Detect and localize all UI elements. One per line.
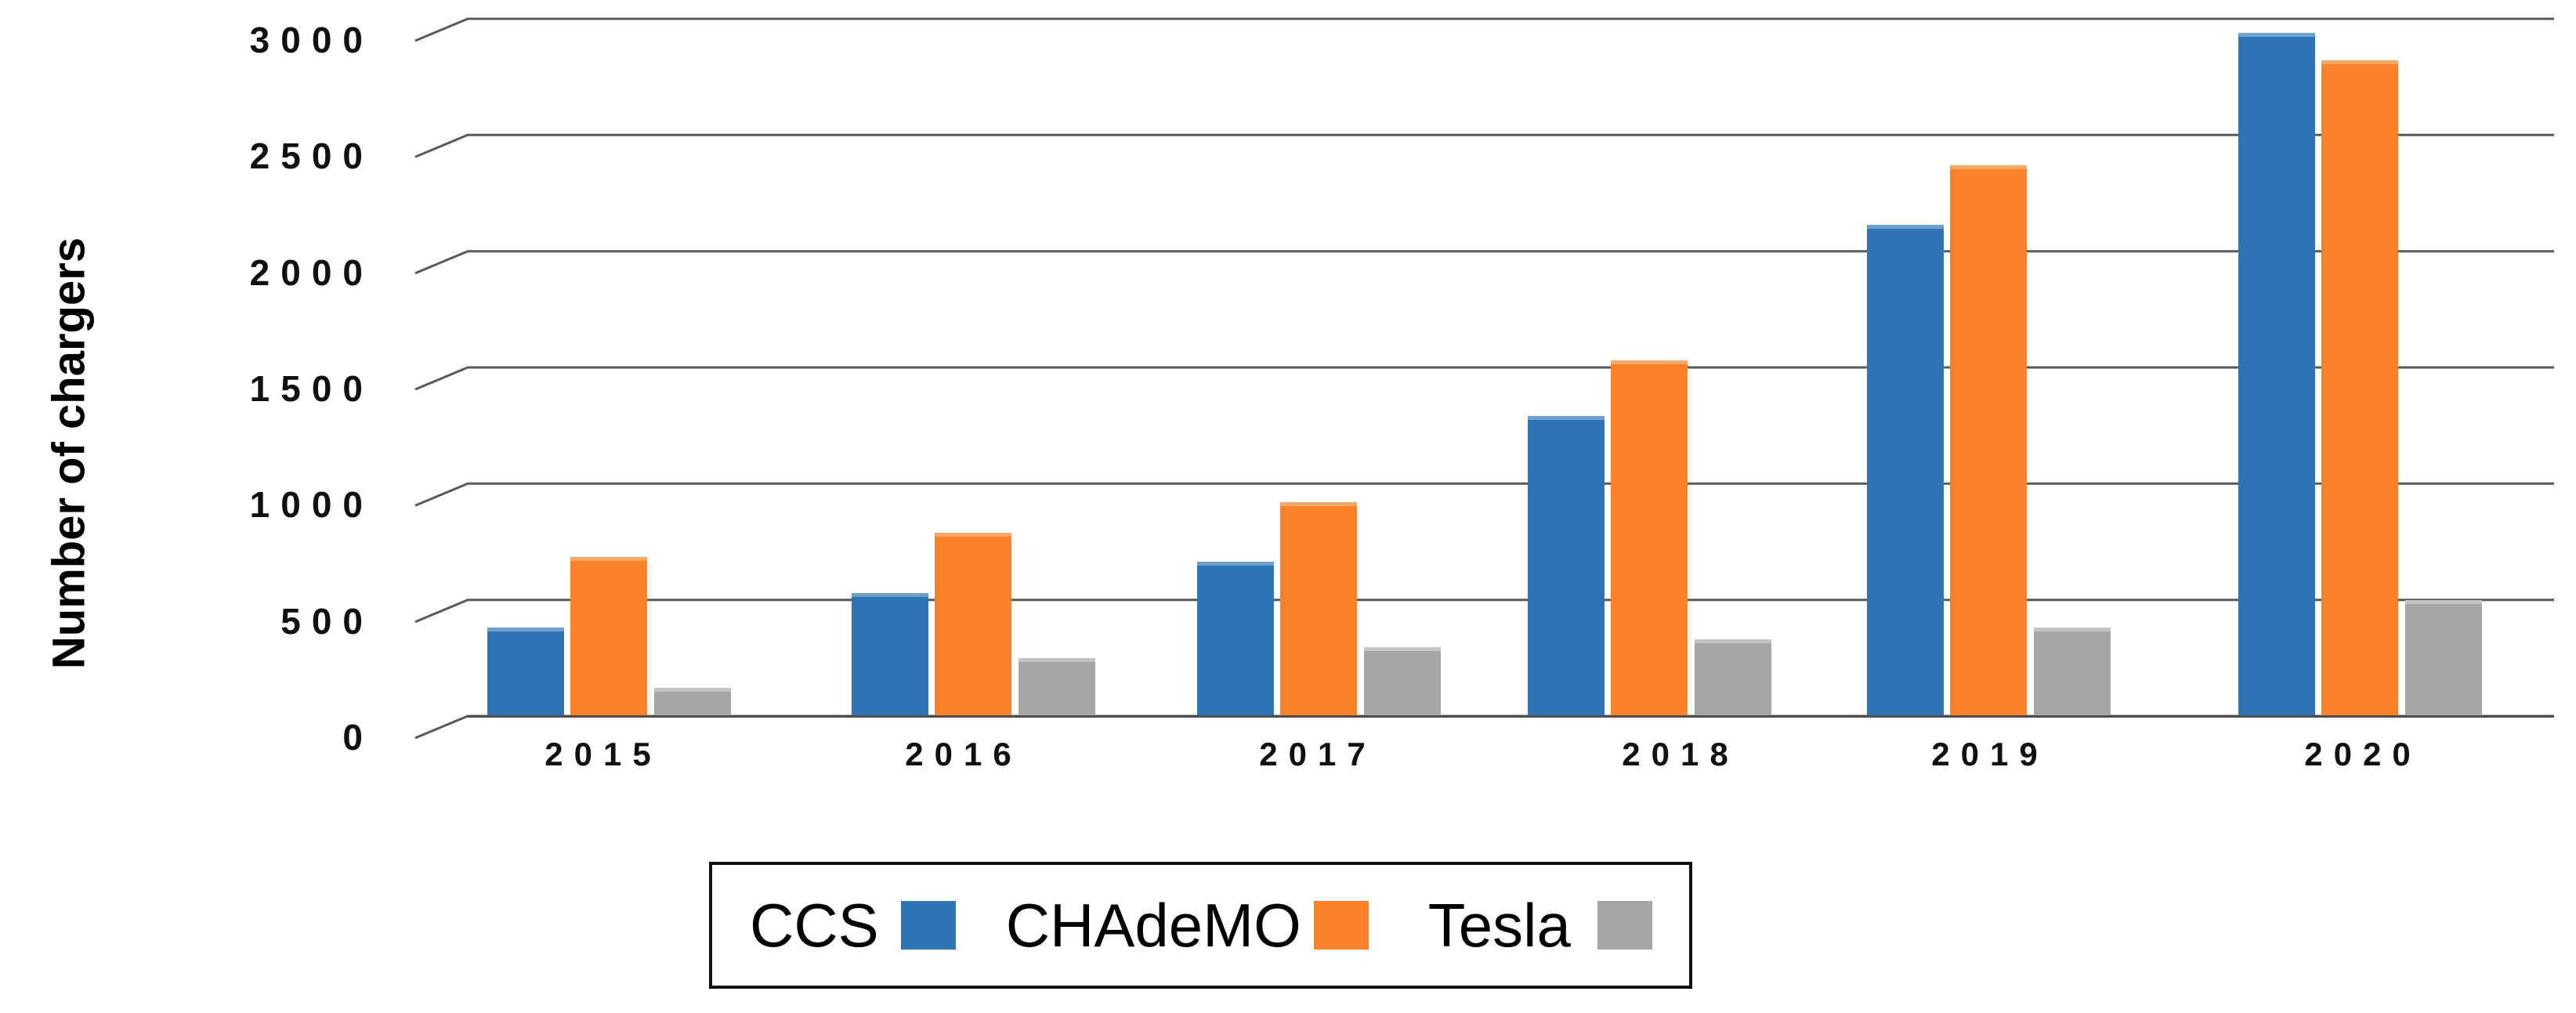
legend-label-tesla: Tesla [1427, 890, 1571, 960]
bar-tesla-2020 [2405, 599, 2482, 717]
y-axis-title: Number of chargers [43, 237, 95, 670]
legend-label-ccs: CCS [750, 890, 879, 960]
legend-swatch-ccs [900, 901, 956, 950]
gridline-3000 [414, 17, 2554, 42]
legend: CCS CHAdeMO Tesla [709, 862, 1692, 989]
x-tick-label-2020: 2020 [2304, 736, 2422, 772]
gridline-500 [414, 599, 2554, 624]
gridline-2000 [414, 250, 2554, 275]
x-tick-label-2015: 2015 [545, 736, 662, 772]
gridline-1500 [414, 366, 2554, 391]
y-tick-label-3000: 3000 [249, 20, 374, 60]
bar-chademo-2016 [935, 532, 1011, 717]
bar-ccs-2015 [487, 628, 564, 717]
bar-ccs-2020 [2238, 32, 2315, 717]
gridline-0 [414, 715, 2554, 740]
bar-ccs-2017 [1197, 561, 1274, 717]
bar-tesla-2017 [1364, 647, 1441, 717]
bar-tesla-2016 [1018, 657, 1095, 717]
bar-chademo-2015 [570, 556, 647, 717]
bar-ccs-2019 [1867, 224, 1944, 717]
y-tick-label-1000: 1000 [249, 484, 374, 526]
gridline-2500 [414, 133, 2554, 158]
bar-tesla-2015 [654, 688, 731, 717]
y-tick-label-2000: 2000 [249, 251, 374, 293]
bar-ccs-2016 [852, 592, 928, 717]
legend-label-chademo: CHAdeMO [1005, 890, 1301, 960]
bar-chademo-2018 [1611, 360, 1688, 717]
x-tick-label-2016: 2016 [905, 736, 1022, 772]
y-tick-label-1500: 1500 [249, 368, 374, 409]
x-tick-label-2017: 2017 [1259, 736, 1377, 772]
legend-swatch-tesla [1597, 901, 1652, 950]
y-tick-label-500: 500 [280, 600, 374, 642]
y-tick-label-2500: 2500 [249, 136, 374, 177]
bar-chademo-2020 [2321, 60, 2398, 717]
bar-tesla-2019 [2034, 628, 2111, 717]
x-tick-label-2019: 2019 [1931, 736, 2049, 772]
bar-tesla-2018 [1695, 639, 1771, 717]
x-axis-baseline [468, 715, 2554, 718]
x-tick-label-2018: 2018 [1622, 736, 1739, 772]
y-tick-label-0: 0 [342, 717, 374, 758]
bar-chademo-2017 [1280, 502, 1357, 717]
bar-chademo-2019 [1950, 165, 2027, 717]
bar-ccs-2018 [1528, 416, 1605, 717]
gridline-1000 [414, 482, 2554, 507]
legend-swatch-chademo [1313, 901, 1369, 950]
